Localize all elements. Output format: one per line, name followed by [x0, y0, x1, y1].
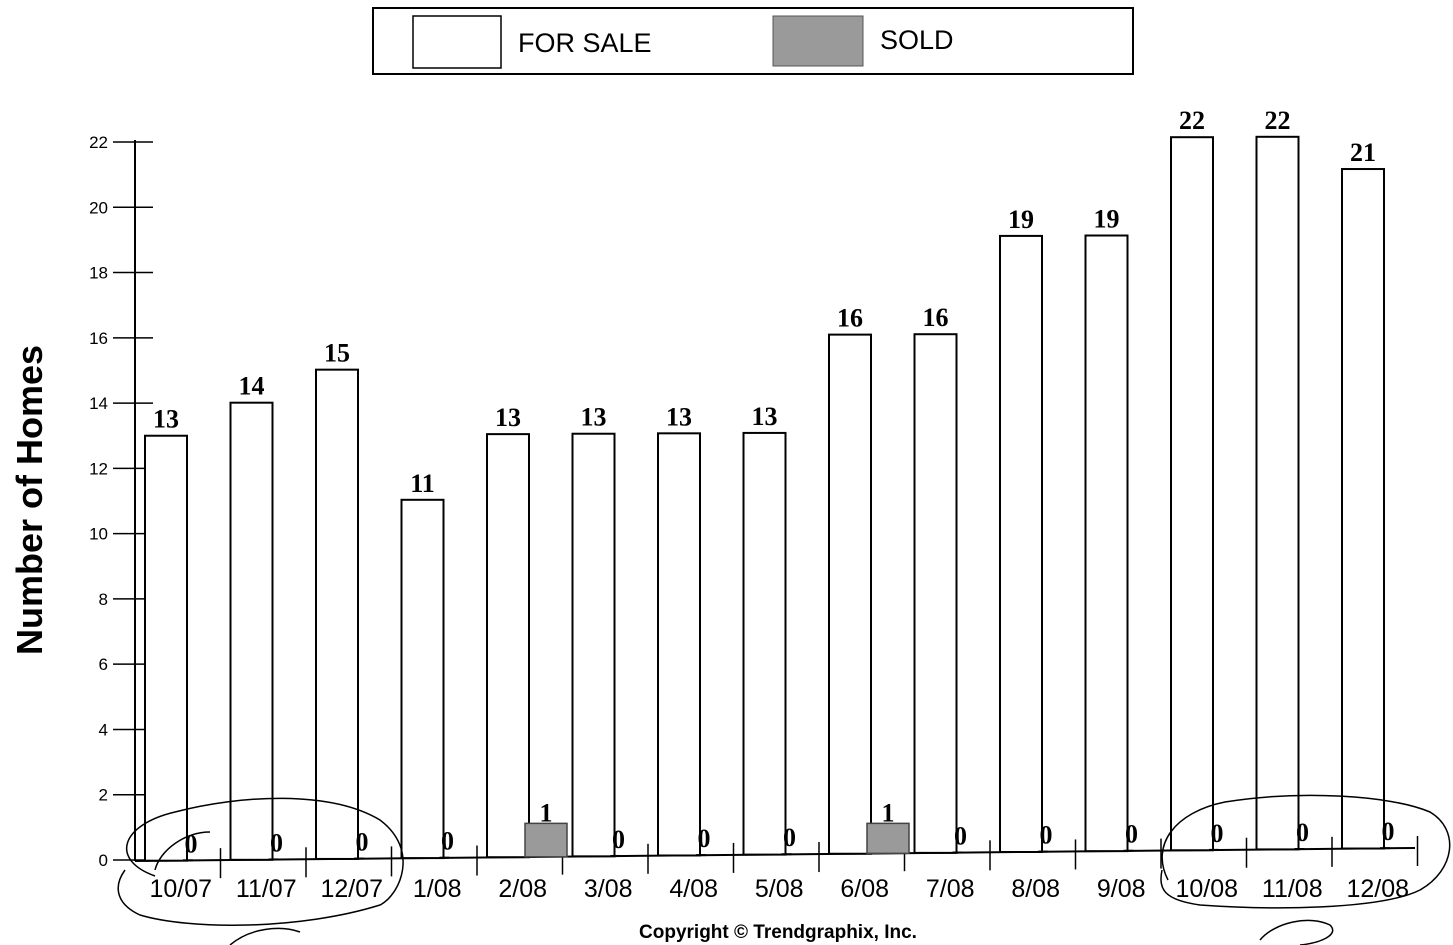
x-tick-label: 1/08	[413, 875, 462, 903]
y-tick-label: 16	[89, 329, 108, 348]
legend: FOR SALE SOLD	[372, 7, 1134, 75]
data-label-for-sale: 13	[752, 402, 778, 431]
bar-for-sale	[657, 432, 701, 857]
x-tick-label: 6/08	[840, 875, 889, 903]
data-label-for-sale: 19	[1008, 205, 1034, 234]
data-label-sold: 0	[612, 825, 625, 854]
x-tick-label: 11/08	[1262, 875, 1323, 903]
y-tick-label: 0	[99, 851, 108, 870]
data-label-sold: 0	[1211, 819, 1224, 848]
bar-for-sale	[400, 498, 445, 860]
data-label-sold: 1	[540, 798, 553, 827]
bar-for-sale	[144, 434, 188, 862]
x-tick-label: 4/08	[669, 875, 718, 903]
y-tick-label: 4	[99, 720, 108, 739]
data-label-for-sale: 13	[581, 403, 607, 432]
data-label-sold: 0	[698, 824, 711, 853]
y-tick-label: 6	[99, 655, 108, 674]
x-tick-label: 8/08	[1011, 875, 1060, 903]
legend-label-for-sale: FOR SALE	[518, 28, 652, 58]
legend-label-sold: SOLD	[880, 25, 954, 55]
bar-for-sale	[1341, 168, 1385, 850]
x-tick-label: 3/08	[584, 875, 633, 903]
x-tick-label: 9/08	[1097, 875, 1146, 903]
data-label-for-sale: 13	[666, 402, 692, 431]
bar-sold	[524, 822, 568, 858]
x-tick-label: 11/07	[236, 875, 297, 903]
bar-for-sale	[1170, 136, 1214, 852]
x-tick-label: 10/07	[149, 875, 212, 903]
bar-for-sale	[913, 333, 958, 854]
data-label-sold: 0	[270, 828, 283, 857]
x-tick-label: 12/08	[1346, 875, 1409, 903]
data-label-for-sale: 14	[239, 372, 265, 401]
y-ticks: 0 2 4 6 8 10 12 14 16 18 20 22	[89, 133, 153, 870]
data-label-for-sale: 22	[1179, 106, 1205, 135]
y-tick-label: 14	[89, 394, 108, 413]
y-tick-label: 20	[89, 198, 108, 217]
bar-for-sale	[486, 433, 530, 859]
data-label-for-sale: 11	[410, 469, 435, 498]
bars: 13 0 14 0 15 0 11 0 13 1 13 0 13 0 13 0 16 1 16 0 19 0 19 0 22 0 2…	[144, 106, 1395, 862]
x-tick-label: 7/08	[926, 875, 975, 903]
bar-for-sale	[828, 333, 872, 855]
bar-for-sale	[229, 401, 274, 861]
bar-for-sale	[1255, 135, 1300, 851]
data-label-sold: 0	[356, 828, 369, 857]
data-label-for-sale: 13	[495, 403, 521, 432]
x-tick-label: 12/07	[320, 875, 383, 903]
legend-swatch-sold	[772, 15, 864, 67]
bar-for-sale	[742, 431, 787, 856]
y-axis-label: Number of Homes	[9, 345, 50, 655]
x-ticks: 10/07 11/07 12/07 1/08 2/08 3/08 4/08 5/08 6/08 7…	[149, 835, 1419, 903]
y-tick-label: 2	[99, 786, 108, 805]
y-tick-label: 18	[89, 264, 108, 283]
data-label-for-sale: 22	[1265, 106, 1291, 135]
handwritten-annotations	[117, 794, 1451, 945]
y-tick-label: 8	[99, 590, 108, 609]
data-label-sold: 0	[1382, 817, 1395, 846]
x-tick-label: 5/08	[755, 875, 804, 903]
bar-for-sale	[1084, 234, 1129, 853]
bar-sold	[866, 822, 910, 855]
data-label-sold: 0	[783, 823, 796, 852]
y-tick-label: 22	[89, 133, 108, 152]
bar-for-sale	[315, 368, 359, 860]
data-label-for-sale: 16	[837, 304, 863, 333]
data-label-for-sale: 13	[153, 405, 179, 434]
y-tick-label: 10	[89, 525, 108, 544]
data-label-sold: 0	[1296, 818, 1309, 847]
data-label-sold: 0	[954, 821, 967, 850]
data-label-for-sale: 15	[324, 339, 350, 368]
data-label-for-sale: 16	[923, 303, 949, 332]
legend-swatch-for-sale	[412, 15, 502, 69]
bar-for-sale	[999, 234, 1043, 854]
y-tick-label: 12	[89, 459, 108, 478]
data-label-sold: 0	[1040, 821, 1053, 850]
x-tick-label: 2/08	[498, 875, 547, 903]
data-label-for-sale: 21	[1350, 138, 1376, 167]
data-label-sold: 0	[441, 827, 454, 856]
x-tick-label: 10/08	[1175, 875, 1238, 903]
bar-for-sale	[571, 432, 616, 858]
copyright-text: Copyright © Trendgraphix, Inc.	[639, 922, 917, 943]
data-label-sold: 1	[882, 798, 895, 827]
data-label-for-sale: 19	[1094, 205, 1120, 234]
data-label-sold: 0	[1125, 820, 1138, 849]
